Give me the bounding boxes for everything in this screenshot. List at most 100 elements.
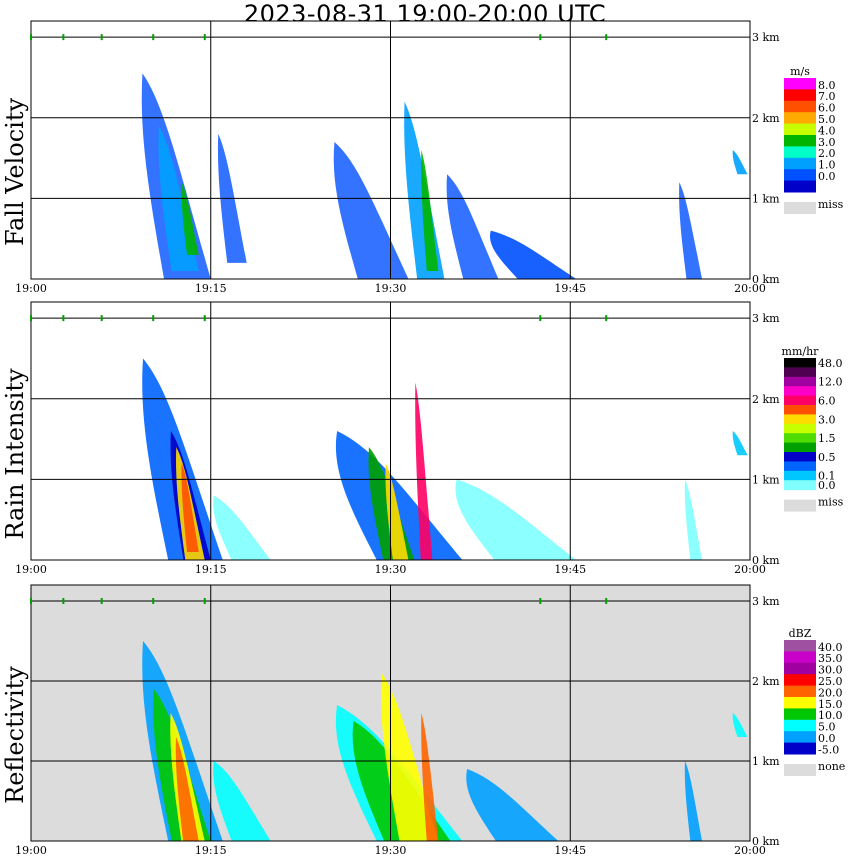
reflectivity-time-tick-3: 19:45 (554, 844, 586, 857)
fall-velocity-km-label-0: 0 km (752, 273, 780, 286)
fall-velocity-legend-label-4: 4.0 (818, 124, 836, 137)
reflectivity-legend-label-4: 20.0 (818, 686, 843, 699)
fall-velocity-legend-swatch-0 (784, 78, 816, 90)
fall-velocity-time-tick-0: 19:00 (15, 282, 47, 295)
rain-intensity-echo-10 (684, 479, 703, 560)
rain-intensity-time-tick-3: 19:45 (554, 563, 586, 576)
reflectivity-km-label-3: 3 km (752, 595, 780, 608)
reflectivity-legend-label-8: 0.0 (818, 732, 836, 745)
rain-intensity-legend-swatch-2 (784, 376, 816, 387)
fall-velocity-legend-missing-label: miss (818, 198, 844, 211)
rain-intensity-legend-swatch-7 (784, 423, 816, 434)
rain-intensity-echo-8 (415, 382, 433, 560)
reflectivity-echo-4 (213, 761, 271, 841)
rain-intensity-echo-7 (385, 463, 409, 560)
reflectivity-legend-swatch-7 (784, 719, 816, 732)
fall-velocity-legend-missing-swatch (784, 202, 816, 214)
rain-intensity-legend-label-13: 0.0 (818, 479, 836, 492)
rain-intensity-legend-swatch-3 (784, 386, 816, 397)
reflectivity-legend-swatch-3 (784, 674, 816, 687)
fall-velocity-legend-label-6: 2.0 (818, 147, 836, 160)
fall-velocity-legend-label-0: 8.0 (818, 79, 836, 92)
reflectivity-echo-3 (175, 737, 199, 841)
rain-intensity-legend-swatch-10 (784, 452, 816, 462)
fall-velocity-legend-label-5: 3.0 (818, 136, 836, 149)
rain-intensity-legend-swatch-8 (784, 433, 816, 444)
fall-velocity-time-tick-3: 19:45 (554, 282, 586, 295)
reflectivity-km-label-0: 0 km (752, 835, 780, 848)
rain-intensity-time-tick-1: 19:15 (195, 563, 227, 576)
rain-intensity-legend-swatch-4 (784, 395, 816, 406)
reflectivity-legend-label-6: 10.0 (818, 709, 843, 722)
reflectivity-km-label-1: 1 km (752, 755, 780, 768)
rain-intensity-legend-units: mm/hr (782, 345, 820, 358)
reflectivity-legend-label-7: 5.0 (818, 721, 836, 734)
rain-intensity-km-label-1: 1 km (752, 473, 780, 486)
reflectivity-legend-swatch-1 (784, 651, 816, 664)
fall-velocity-echo-10 (732, 150, 748, 175)
rain-intensity-legend-missing-swatch (784, 499, 816, 512)
rain-intensity-legend-swatch-12 (784, 470, 816, 481)
fall-velocity-legend-label-2: 6.0 (818, 102, 836, 115)
fall-velocity-legend-swatch-9 (784, 180, 816, 193)
fall-velocity-legend-swatch-4 (784, 123, 816, 136)
rain-intensity-legend-label-2: 12.0 (818, 376, 843, 389)
rain-intensity-time-tick-4: 20:00 (734, 563, 766, 576)
reflectivity-time-tick-0: 19:00 (15, 844, 47, 857)
reflectivity-echo-11 (732, 713, 748, 737)
reflectivity-legend-swatch-6 (784, 708, 816, 721)
fall-velocity-legend-label-7: 1.0 (818, 159, 836, 172)
fall-velocity-echo-6 (421, 150, 439, 271)
fall-velocity-echo-4 (333, 141, 409, 279)
reflectivity-legend-missing-swatch (784, 764, 816, 776)
reflectivity-legend-swatch-0 (784, 640, 816, 652)
rain-intensity-legend-swatch-0 (784, 358, 816, 368)
rain-intensity-legend-label-12: 0.1 (818, 470, 836, 483)
fall-velocity-legend-swatch-3 (784, 112, 816, 125)
reflectivity-legend-swatch-4 (784, 685, 816, 698)
rain-intensity-km-label-3: 3 km (752, 312, 780, 325)
rain-intensity-legend-swatch-9 (784, 442, 816, 453)
rain-intensity-time-tick-2: 19:30 (375, 563, 407, 576)
fall-velocity-legend-label-1: 7.0 (818, 90, 836, 103)
reflectivity-legend-label-0: 40.0 (818, 641, 843, 654)
fall-velocity-frame (30, 20, 751, 280)
reflectivity-frame (30, 584, 751, 842)
rain-intensity-legend-label-0: 48.0 (818, 357, 843, 370)
rain-intensity-legend-label-6: 3.0 (818, 413, 836, 426)
rain-intensity-frame (30, 301, 751, 561)
reflectivity-km-label-2: 2 km (752, 675, 780, 688)
fall-velocity-legend-swatch-5 (784, 135, 816, 147)
reflectivity-echo-8 (421, 713, 439, 841)
fall-velocity-legend-swatch-6 (784, 146, 816, 159)
fall-velocity-legend-swatch-1 (784, 89, 816, 102)
reflectivity-time-tick-2: 19:30 (375, 844, 407, 857)
fall-velocity-echo-2 (181, 182, 199, 255)
rain-intensity-legend-swatch-11 (784, 461, 816, 472)
fall-velocity-legend-swatch-7 (784, 157, 816, 170)
rain-intensity-legend-swatch-5 (784, 405, 816, 415)
reflectivity-echo-9 (466, 769, 559, 841)
fall-velocity-echo-8 (489, 230, 577, 279)
fall-velocity-time-tick-4: 20:00 (734, 282, 766, 295)
reflectivity-legend-label-9: -5.0 (818, 743, 839, 756)
reflectivity-legend-units: dBZ (789, 627, 812, 640)
rain-intensity-echo-4 (213, 495, 271, 560)
rain-intensity-legend-swatch-13 (784, 480, 816, 491)
rain-intensity-legend-missing-label: miss (818, 496, 844, 509)
rain-intensity-echo-5 (335, 431, 463, 560)
rain-intensity-legend-label-8: 1.5 (818, 432, 836, 445)
reflectivity-legend-missing-label: none (818, 760, 845, 773)
rain-intensity-legend-label-4: 6.0 (818, 395, 836, 408)
reflectivity-legend-label-5: 15.0 (818, 698, 843, 711)
fall-velocity-km-label-1: 1 km (752, 192, 780, 205)
reflectivity-legend-label-3: 25.0 (818, 675, 843, 688)
rain-intensity-time-tick-0: 19:00 (15, 563, 47, 576)
rain-intensity-echo-11 (732, 431, 748, 456)
fall-velocity-time-tick-1: 19:15 (195, 282, 227, 295)
reflectivity-time-tick-4: 20:00 (734, 844, 766, 857)
fall-velocity-km-label-2: 2 km (752, 112, 780, 125)
fall-velocity-legend-units: m/s (790, 65, 810, 78)
fall-velocity-legend-swatch-8 (784, 169, 816, 182)
